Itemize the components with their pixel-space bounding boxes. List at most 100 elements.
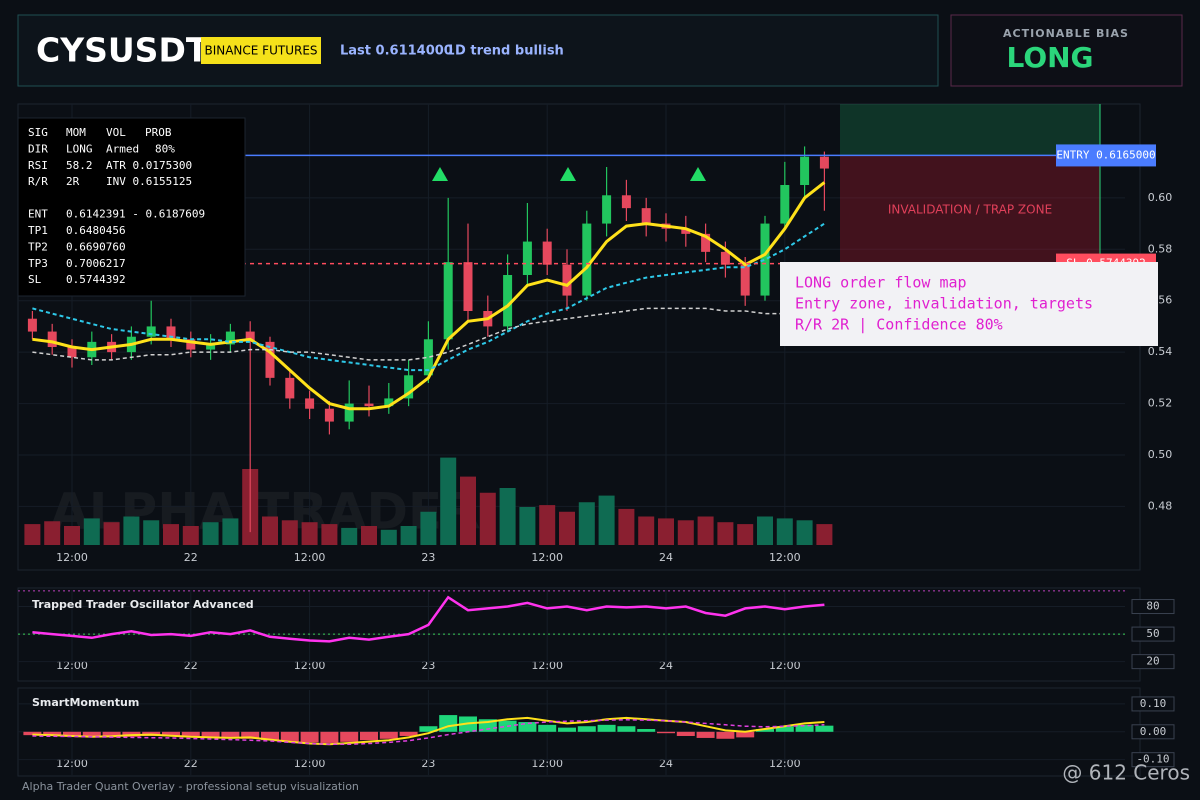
x-tick-label: 12:00 [294,551,326,564]
volume-bar [380,529,397,545]
volume-bar [44,521,61,545]
stats-cell: 2R [66,175,80,188]
momentum-bar [756,729,774,732]
momentum-bar [716,731,735,739]
momentum-bar [340,731,359,742]
callout-line: Entry zone, invalidation, targets [795,295,1093,313]
x-tick-label: 22 [184,551,198,564]
momentum-bar [280,731,299,742]
momentum-bar [577,726,596,732]
bias-value: LONG [1006,41,1093,74]
stats-cell: 0.6480456 [66,224,126,237]
momentum-bar [399,731,418,736]
candle-body [760,223,770,296]
candle-body [27,318,37,332]
momentum-bar [300,731,319,743]
y-tick-label: 80 [1146,600,1159,613]
x-tick-label: 24 [659,659,673,672]
x-tick-label: 12:00 [56,757,88,770]
momentum-bar [518,722,537,732]
candle-body [542,241,552,265]
bias-box [950,14,1183,87]
stats-cell: TP2 [28,240,48,253]
candle-body [245,331,255,342]
momentum-bar [775,726,794,732]
tick-box [1131,626,1175,642]
stats-cell: VOL [106,126,126,139]
stats-cell: SIG [28,126,48,139]
callout-box [780,262,1158,346]
volume-bar [796,520,813,545]
stats-cell: R/R [28,175,48,188]
volume-bar [420,511,437,545]
volume-bar [123,516,140,545]
stats-cell: 58.2 [66,159,93,172]
volume-bar [341,527,358,545]
stats-cell: Armed [106,142,139,155]
candle-body [562,264,572,296]
bias-label: ACTIONABLE BIAS [1003,27,1129,40]
candle-body [641,208,651,224]
momentum-bar [63,731,81,737]
momentum-bar [815,725,834,732]
momentum-bar [221,731,240,738]
momentum-bar [261,731,279,741]
volume-bar [222,518,239,545]
signal-triangle [560,167,576,181]
stats-cell: MOM [66,126,86,139]
candle-body [443,262,453,340]
x-tick-label: 12:00 [56,551,88,564]
volume-bar [321,524,338,545]
y-tick-label: 0.10 [1140,697,1167,710]
x-tick-label: 23 [421,551,435,564]
momentum-bar [538,724,557,732]
stats-cell: PROB [145,126,172,139]
volume-bar [677,520,694,545]
candle-body [67,347,77,358]
oscillator-chart: 12:00 22 12:00 23 12:00 24 12:00 20 50 80 Trapped … [18,590,1175,680]
x-tick-label: 24 [659,757,673,770]
momentum-bar [102,731,121,738]
stats-cell: INV 0.6155125 [106,175,192,188]
candle-body [384,398,394,407]
volume-bar [618,508,635,545]
candle-body [186,339,196,350]
candle-body [720,251,730,265]
x-tick-label: 12:00 [531,757,563,770]
candle-body [344,403,354,422]
x-tick-label: 23 [421,757,435,770]
momentum-bar [795,724,814,732]
volume-bar [143,520,160,545]
momentum-bar [617,726,636,732]
x-tick-label: 23 [421,659,435,672]
candle-body [800,156,810,185]
indicator-line [32,719,825,746]
volume-bar [400,526,417,545]
indicator-line [32,181,826,411]
stats-box [17,117,246,297]
momentum-bar [241,731,260,739]
y-tick-label: -0.10 [1136,753,1169,766]
main-chart: 12:00 22 12:00 23 12:00 24 12:00 0.48 0.50 0.52 0.… [18,104,1172,564]
candle-body [701,233,711,252]
candle-body [503,275,513,327]
candle-body [423,339,433,376]
entry-tag [1056,144,1156,167]
candle-body [364,403,374,407]
candle-body [780,185,790,224]
x-tick-label: 22 [184,757,198,770]
momentum-bar [23,731,42,736]
oscillator-line [32,595,825,643]
stats-cell: ATR 0.0175300 [106,159,192,172]
volume-bar [539,505,556,545]
x-tick-label: 24 [659,551,673,564]
volume-bar [479,492,496,545]
zone-label: INVALIDATION / TRAP ZONE [888,203,1052,217]
momentum-bar [419,726,438,732]
volume-bar [499,488,516,545]
stats-cell: SL [28,273,42,286]
volume-bar [361,526,377,545]
symbol: CYSUSDT [36,31,209,70]
momentum-chart: 12:00 22 12:00 23 12:00 24 12:00 -0.10 0.00 0.10 S… [18,690,1175,775]
